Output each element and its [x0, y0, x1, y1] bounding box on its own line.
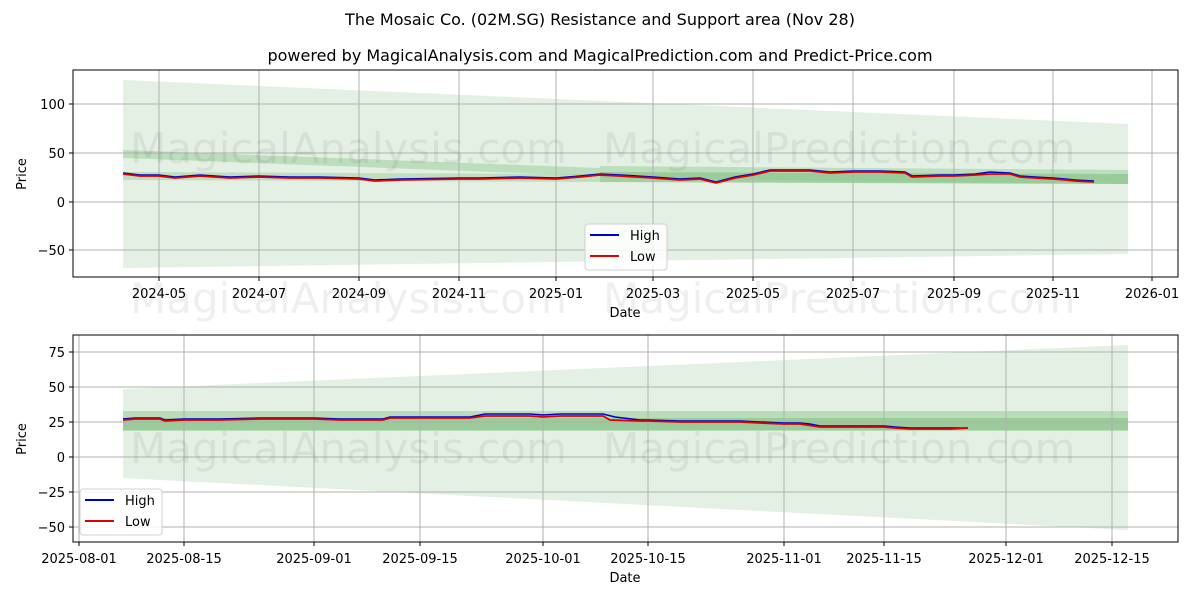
- top-chart: MagicalAnalysis.com MagicalPrediction.co…: [15, 69, 1179, 323]
- bottom-chart: MagicalAnalysis.com MagicalPrediction.co…: [15, 334, 1179, 586]
- x-tick: 2024-11: [432, 287, 486, 302]
- y-tick: 75: [48, 346, 65, 361]
- x-tick: 2025-05: [726, 287, 780, 302]
- x-tick: 2026-01: [1125, 287, 1179, 302]
- x-tick: 2025-09: [927, 287, 981, 302]
- x-tick: 2025-12-01: [968, 552, 1044, 567]
- x-tick: 2025-09-15: [382, 552, 458, 567]
- watermark: MagicalAnalysis.com: [130, 124, 567, 173]
- y-axis: 100 50 0 −50 Price: [15, 98, 73, 259]
- x-tick: 2025-07: [826, 287, 880, 302]
- low-line: [122, 415, 969, 430]
- x-tick: 2025-11: [1026, 287, 1080, 302]
- legend: High Low: [584, 223, 668, 271]
- y-tick: −50: [38, 521, 65, 536]
- watermark: MagicalPrediction.com: [603, 124, 1076, 173]
- y-tick: −50: [38, 244, 65, 259]
- axes-frame: [72, 334, 1179, 543]
- y-tick: −25: [38, 486, 65, 501]
- x-tick: 2025-08-01: [41, 552, 117, 567]
- x-tick: 2025-11-01: [746, 552, 822, 567]
- x-tick: 2025-08-15: [146, 552, 222, 567]
- y-tick: 100: [40, 98, 65, 113]
- x-tick: 2025-10-15: [610, 552, 686, 567]
- x-tick: 2025-01: [529, 287, 583, 302]
- watermark: MagicalPrediction.com: [603, 424, 1076, 473]
- legend-low-label: Low: [125, 515, 151, 530]
- legend: High Low: [79, 488, 163, 536]
- x-tick: 2025-03: [626, 287, 680, 302]
- chart-subtitle: powered by MagicalAnalysis.com and Magic…: [267, 46, 933, 65]
- support-band-dark: [600, 172, 1128, 184]
- x-axis: 2024-05 2024-07 2024-09 2024-11 2025-01 …: [132, 277, 1179, 321]
- y-axis-label: Price: [15, 423, 30, 455]
- y-axis: 75 50 25 0 −25 −50 Price: [15, 346, 73, 536]
- x-tick: 2025-12-15: [1074, 552, 1150, 567]
- legend-high-label: High: [630, 229, 660, 244]
- low-line: [122, 170, 1095, 184]
- x-tick: 2024-05: [132, 287, 186, 302]
- y-tick: 25: [48, 416, 65, 431]
- x-tick: 2025-09-01: [276, 552, 352, 567]
- y-tick: 0: [57, 196, 65, 211]
- x-tick: 2025-10-01: [505, 552, 581, 567]
- watermark: MagicalPrediction.com: [603, 274, 1076, 323]
- y-tick: 50: [48, 381, 65, 396]
- grid: [73, 70, 1178, 277]
- prediction-cone: [123, 345, 1128, 530]
- chart-title: The Mosaic Co. (02M.SG) Resistance and S…: [345, 10, 855, 29]
- x-tick: 2024-07: [232, 287, 286, 302]
- x-axis: 2025-08-01 2025-08-15 2025-09-01 2025-09…: [41, 542, 1150, 586]
- legend-high-label: High: [125, 494, 155, 509]
- x-axis-label: Date: [609, 306, 640, 321]
- high-line: [122, 169, 1095, 183]
- y-tick: 50: [48, 147, 65, 162]
- x-tick: 2024-09: [332, 287, 386, 302]
- axes-frame: [72, 69, 1179, 278]
- x-tick: 2025-11-15: [846, 552, 922, 567]
- resistance-band: [123, 150, 600, 176]
- y-tick: 0: [57, 451, 65, 466]
- high-line: [122, 413, 968, 429]
- x-axis-label: Date: [609, 571, 640, 586]
- grid: [73, 335, 1178, 542]
- y-axis-label: Price: [15, 158, 30, 190]
- watermark: MagicalAnalysis.com: [130, 274, 567, 323]
- watermark: MagicalAnalysis.com: [130, 424, 567, 473]
- legend-low-label: Low: [630, 250, 656, 265]
